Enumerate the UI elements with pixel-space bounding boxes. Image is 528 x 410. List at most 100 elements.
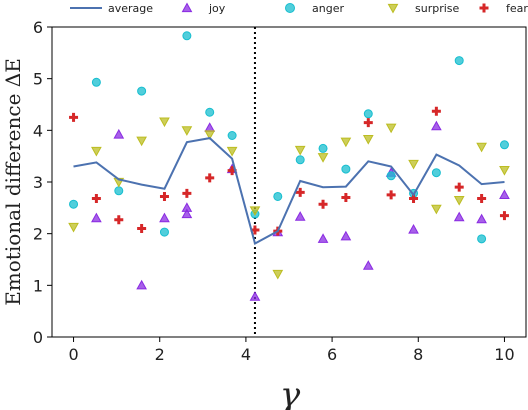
y-tick-label: 2 [33, 225, 43, 244]
joy-point [159, 212, 170, 223]
anger-point [363, 109, 373, 119]
surprise-point [159, 117, 170, 128]
joy-point [453, 211, 465, 222]
plot-frame [51, 26, 527, 338]
y-axis-ticks: 0 1 2 3 4 5 6 [33, 18, 52, 347]
surprise-point [408, 159, 419, 170]
legend-marker-joy [181, 2, 193, 13]
x-tick-label: 4 [241, 345, 251, 364]
joy-point [294, 211, 306, 221]
anger-point [114, 186, 124, 196]
x-tick-label: 6 [327, 345, 337, 364]
legend-label-anger: anger [312, 2, 344, 15]
surprise-point [362, 135, 374, 145]
anger-point [273, 191, 283, 201]
x-tick-label: 10 [494, 345, 514, 364]
surprise-point [385, 123, 397, 134]
y-tick-label: 5 [33, 70, 43, 89]
anger-point [499, 140, 509, 150]
y-tick-label: 0 [33, 328, 43, 347]
surprise-point [272, 269, 284, 280]
anger-point [159, 227, 169, 237]
joy-point [431, 120, 442, 131]
joy-point [91, 212, 102, 223]
anger-point [205, 107, 215, 117]
surprise-point [453, 195, 465, 206]
x-axis-label: γ [280, 375, 301, 410]
surprise-point [204, 130, 216, 140]
fear-point [454, 182, 464, 192]
x-tick-label: 0 [68, 345, 78, 364]
joy-point [204, 122, 216, 132]
anger-point [341, 164, 351, 174]
surprise-point [181, 126, 193, 136]
anger-point [137, 86, 147, 96]
anger-point [477, 234, 487, 244]
fear-point [499, 211, 509, 221]
legend-marker-fear [479, 3, 489, 13]
y-axis-label: Emotional difference ΔE [1, 58, 25, 306]
legend-marker-anger [285, 3, 295, 13]
anger-point [69, 199, 79, 209]
surprise-point [476, 142, 487, 153]
anger-point [318, 143, 328, 153]
legend-marker-surprise [387, 3, 399, 14]
fear-point [295, 187, 305, 197]
legend: average joy anger surprise fear [70, 2, 528, 15]
anger-point [431, 168, 441, 178]
surprise-point [431, 204, 442, 215]
y-tick-label: 4 [33, 121, 43, 140]
fear-point [318, 199, 328, 209]
surprise-point [226, 146, 238, 157]
surprise-point [294, 145, 306, 156]
fear-point [159, 191, 169, 201]
fear-point [137, 224, 147, 233]
fear-point [91, 194, 101, 204]
joy-point [249, 291, 261, 301]
joy-point [317, 233, 329, 243]
anger-point [91, 77, 101, 87]
anger-point [386, 171, 396, 181]
x-tick-label: 2 [155, 345, 165, 364]
surprise-point [68, 222, 79, 233]
joy-point [181, 208, 193, 219]
fear-point [431, 106, 441, 116]
y-tick-label: 6 [33, 18, 43, 37]
joy-point [362, 260, 374, 270]
surprise-point [91, 146, 102, 157]
surprise-point [340, 137, 352, 148]
surprise-point [499, 166, 510, 176]
legend-label-average: average [108, 2, 153, 15]
y-tick-label: 1 [33, 276, 43, 295]
joy-point [113, 128, 125, 139]
fear-point [69, 112, 79, 122]
fear-point [182, 188, 192, 198]
x-tick-label: 8 [413, 345, 423, 364]
legend-label-joy: joy [208, 2, 226, 15]
plot-area [68, 27, 510, 337]
fear-point [114, 215, 124, 225]
legend-label-surprise: surprise [415, 2, 460, 15]
fear-point [386, 190, 396, 200]
anger-point [295, 155, 305, 165]
legend-label-fear: fear [506, 2, 528, 15]
fear-point [205, 173, 215, 183]
joy-point [499, 189, 510, 200]
y-tick-label: 3 [33, 173, 43, 192]
joy-point [136, 279, 147, 290]
fear-point [341, 193, 351, 202]
anger-point [454, 56, 464, 66]
anger-point [227, 131, 237, 140]
fear-point [477, 194, 487, 204]
anger-point [182, 31, 192, 41]
joy-point [476, 213, 487, 224]
surprise-point [136, 136, 147, 147]
joy-point [340, 230, 352, 241]
surprise-point [317, 153, 329, 163]
x-axis-ticks: 0 2 4 6 8 10 [68, 337, 515, 364]
joy-point [408, 224, 419, 234]
fear-point [363, 118, 373, 128]
surprise-point [249, 206, 261, 216]
average-line [73, 137, 505, 245]
